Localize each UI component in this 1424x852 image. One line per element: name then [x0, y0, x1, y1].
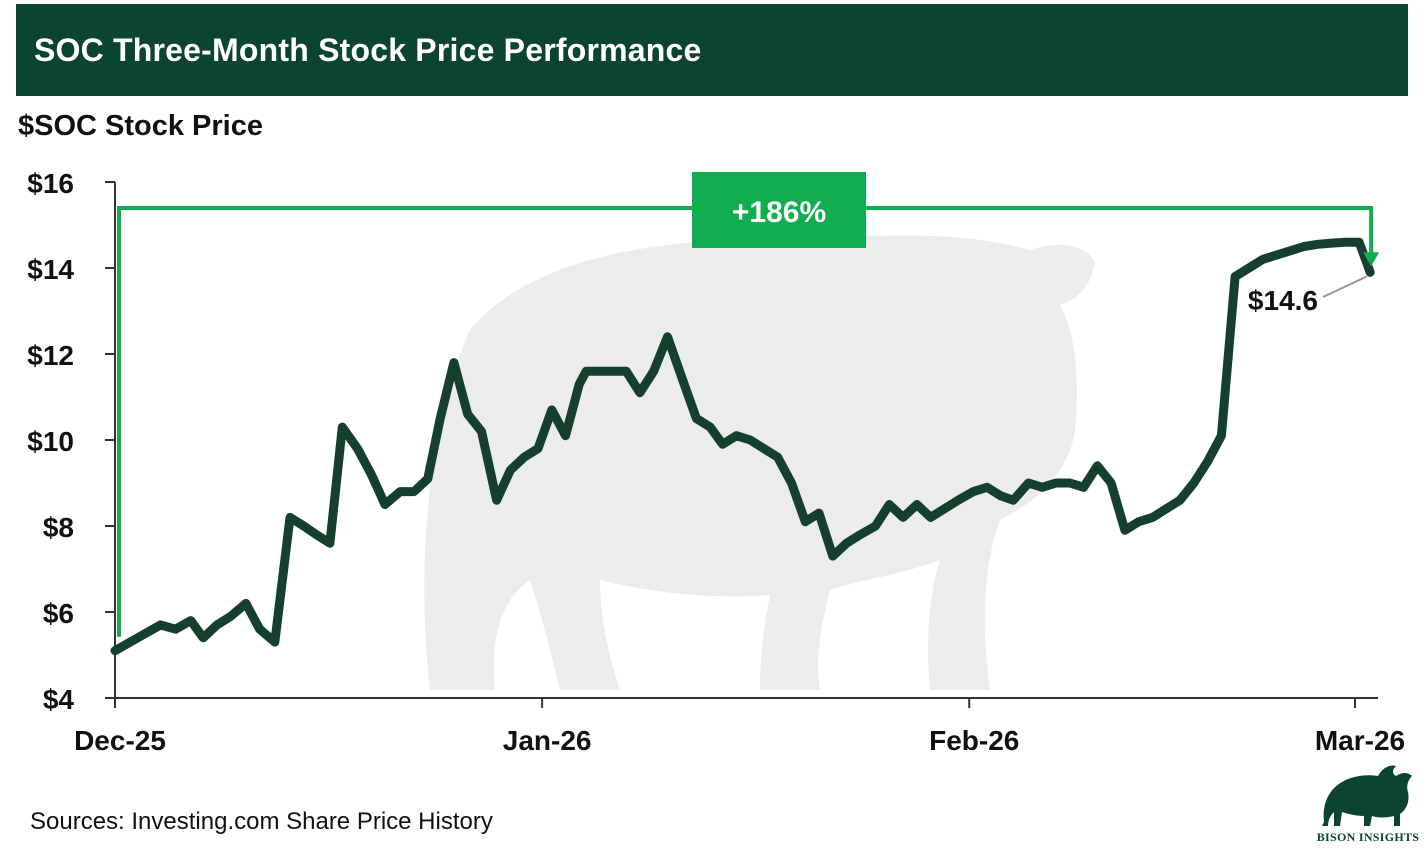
- arrow-head-icon: [1363, 252, 1380, 267]
- end-value-label: $14.6: [1248, 285, 1318, 316]
- brand-logo: BISON INSIGHTS: [1316, 760, 1420, 850]
- page-title: SOC Three-Month Stock Price Performance: [34, 32, 702, 68]
- y-tick-label: $14: [27, 254, 74, 285]
- change-box: [692, 172, 866, 248]
- bison-watermark-icon: [424, 235, 1095, 690]
- x-tick-label: Dec-25: [74, 725, 166, 756]
- x-tick-label: Feb-26: [929, 725, 1019, 756]
- series-soc: [110, 237, 1375, 656]
- y-axis-ticks: $4 $6 $8 $10 $12 $14 $16: [27, 168, 115, 715]
- brand-name: BISON INSIGHTS: [1316, 830, 1420, 844]
- title-banner: SOC Three-Month Stock Price Performance: [16, 4, 1408, 96]
- source-note: Sources: Investing.com Share Price Histo…: [30, 808, 493, 835]
- price-line: [110, 237, 1375, 656]
- y-tick-label: $12: [27, 340, 74, 371]
- y-tick-label: $16: [27, 168, 74, 199]
- y-tick-label: $6: [43, 598, 74, 629]
- x-tick-label: Mar-26: [1315, 725, 1405, 756]
- y-tick-label: $8: [43, 512, 74, 543]
- x-axis-ticks: Dec-25 Jan-26 Feb-26 Mar-26: [74, 698, 1405, 756]
- y-tick-label: $10: [27, 426, 74, 457]
- bison-logo-icon: [1322, 765, 1412, 826]
- end-label-leader: [1322, 275, 1368, 298]
- annotations: +186% $14.6: [117, 172, 1380, 637]
- y-tick-label: $4: [43, 684, 75, 715]
- change-label: +186%: [732, 196, 826, 229]
- x-tick-label: Jan-26: [503, 725, 592, 756]
- y-axis-title: $SOC Stock Price: [18, 110, 263, 142]
